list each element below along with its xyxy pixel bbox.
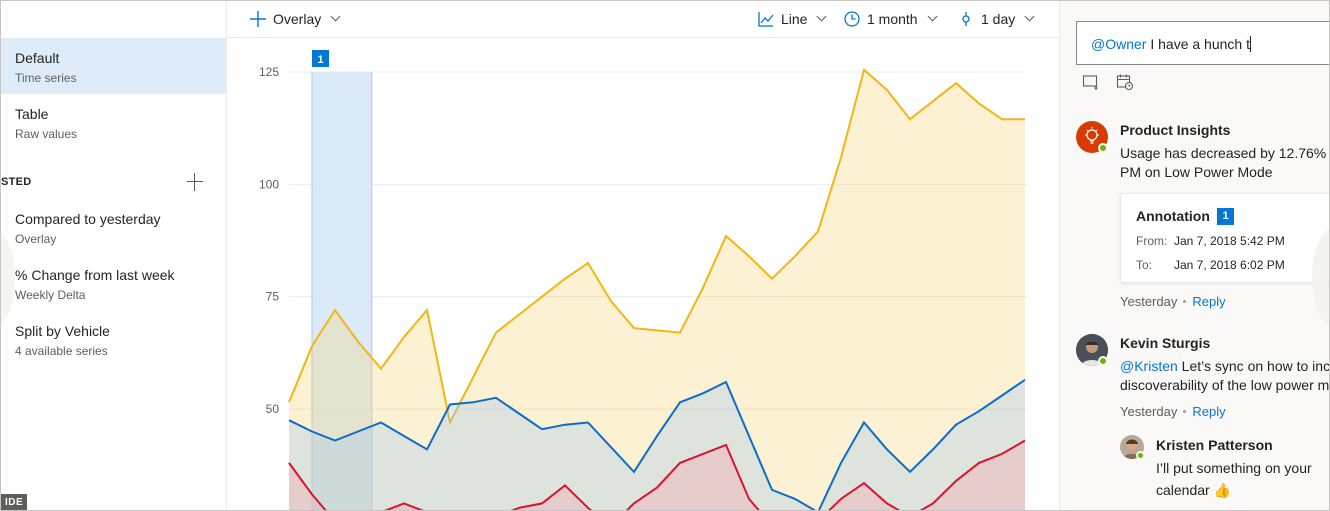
comment-author: Kristen Patterson	[1156, 437, 1273, 453]
view-subtitle: Time series	[15, 71, 77, 85]
comment-input[interactable]: @Owner I have a hunch t	[1076, 21, 1329, 65]
annotation-title: Annotation	[1136, 208, 1210, 224]
time-range-dropdown[interactable]: 1 month	[843, 1, 939, 37]
input-text: I have a hunch t	[1146, 36, 1250, 52]
interval-icon	[957, 10, 975, 28]
view-title: Split by Vehicle	[15, 323, 110, 339]
schedule-icon[interactable]	[1116, 73, 1134, 91]
lightbulb-icon	[1085, 127, 1099, 144]
time-series-chart[interactable]: 50 75 100 125 1	[227, 38, 1059, 511]
view-item-split-by-vehicle[interactable]: Split by Vehicle 4 available series	[1, 311, 226, 367]
view-item-table[interactable]: Table Raw values	[1, 94, 226, 150]
view-item-default[interactable]: Default Time series	[1, 38, 226, 94]
presence-indicator	[1136, 451, 1145, 460]
comment-author: Kevin Sturgis	[1120, 335, 1211, 351]
comment-text: Let’s sync on how to incr	[1177, 358, 1330, 374]
chart-canvas[interactable]: 50 75 100 125 1	[227, 38, 1059, 511]
view-subtitle: Overlay	[15, 232, 57, 246]
annotation-to-row: To: Jan 7, 2018 6:02 PM	[1136, 258, 1285, 272]
series-line-yellow	[288, 67, 1025, 426]
annotation-marker	[312, 50, 329, 67]
comment-text-line: @Kristen Let’s sync on how to incr	[1120, 357, 1330, 376]
chevron-down-icon	[927, 13, 939, 25]
annotation-badge: 1	[1217, 208, 1234, 225]
view-subtitle: Weekly Delta	[15, 288, 86, 302]
chevron-down-icon	[816, 13, 828, 25]
plus-icon	[249, 10, 267, 28]
time-range-label: 1 month	[867, 11, 918, 27]
comment-text-line: calendar 👍	[1156, 482, 1232, 498]
left-scroll-handle[interactable]	[1, 233, 15, 325]
y-tick-label: 75	[266, 290, 280, 304]
comment-text-line: I’ll put something on your	[1156, 460, 1312, 476]
from-label: From:	[1136, 234, 1168, 248]
reply-link[interactable]: Reply	[1192, 404, 1226, 419]
chart-type-dropdown[interactable]: Line	[757, 1, 828, 37]
y-tick-label: 100	[259, 177, 279, 191]
series-area-yellow	[289, 69, 1025, 510]
view-item-percent-change[interactable]: % Change from last week Weekly Delta	[1, 255, 226, 311]
presence-indicator	[1098, 143, 1108, 153]
line-chart-icon	[757, 10, 775, 28]
interval-dropdown[interactable]: 1 day	[957, 1, 1036, 37]
y-tick-label: 50	[266, 402, 280, 416]
hide-panel-tag[interactable]: IDE	[1, 494, 28, 510]
series-line-blue	[288, 378, 1026, 510]
reply-link[interactable]: Reply	[1192, 294, 1226, 309]
to-label: To:	[1136, 258, 1153, 272]
view-title: Table	[15, 106, 49, 122]
overlay-label: Overlay	[273, 11, 322, 27]
clock-icon	[843, 10, 861, 28]
chevron-down-icon	[1024, 13, 1036, 25]
comments-panel: @Owner I have a hunch t Product Insights…	[1059, 1, 1330, 510]
comment-meta: Yesterday Reply	[1120, 404, 1226, 419]
view-title: Compared to yesterday	[15, 211, 161, 227]
comment-author: Product Insights	[1120, 122, 1231, 138]
views-panel: Default Time series Table Raw values STE…	[1, 1, 227, 510]
add-view-button[interactable]	[185, 171, 205, 193]
text-caret	[1249, 36, 1251, 52]
series-area-blue	[289, 379, 1025, 510]
overlay-button[interactable]: Overlay	[249, 1, 342, 37]
comment-text-line: PM on Low Power Mode	[1120, 164, 1273, 180]
view-title: Default	[15, 50, 60, 66]
series-line-red	[288, 439, 1026, 510]
comment-text-line: discoverability of the low power m	[1120, 377, 1330, 393]
comment-meta: Yesterday Reply	[1120, 294, 1226, 309]
chevron-down-icon	[330, 13, 342, 25]
annotation-card[interactable]: Annotation 1 From: Jan 7, 2018 5:42 PM T…	[1120, 193, 1329, 283]
view-subtitle: 4 available series	[15, 344, 108, 358]
view-item-compared-to-yesterday[interactable]: Compared to yesterday Overlay	[1, 199, 226, 255]
view-subtitle: Raw values	[15, 127, 78, 141]
comment-time: Yesterday	[1120, 294, 1178, 309]
interval-label: 1 day	[981, 11, 1016, 27]
annotation-from-row: From: Jan 7, 2018 5:42 PM	[1136, 234, 1285, 248]
right-scroll-handle[interactable]	[1312, 229, 1329, 325]
chart-toolbar: Overlay Line 1 month 1 day	[227, 1, 1059, 38]
chart-type-label: Line	[781, 11, 808, 27]
annotation-marker-label: 1	[317, 54, 323, 66]
from-value: Jan 7, 2018 5:42 PM	[1174, 234, 1285, 248]
section-label: STED	[1, 176, 32, 188]
view-title: % Change from last week	[15, 267, 175, 283]
comment-time: Yesterday	[1120, 404, 1178, 419]
comment-text-line: Usage has decreased by 12.76% at	[1120, 145, 1330, 161]
y-tick-label: 125	[259, 65, 279, 79]
to-value: Jan 7, 2018 6:02 PM	[1174, 258, 1285, 272]
suggested-section-header: STED	[1, 169, 226, 197]
presence-indicator	[1098, 356, 1108, 366]
input-mention: @Owner	[1091, 36, 1147, 52]
add-annotation-icon[interactable]	[1082, 73, 1100, 91]
comment-mention[interactable]: @Kristen	[1120, 358, 1178, 374]
series-area-red	[289, 440, 1025, 510]
